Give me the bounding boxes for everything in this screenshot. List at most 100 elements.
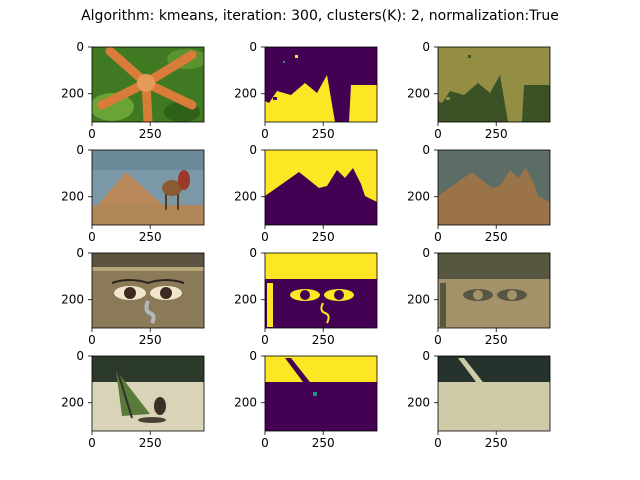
iris-region [473,290,483,300]
iris-region [334,290,344,300]
axes-frame [437,149,551,226]
eye-iris [160,287,172,299]
axes-frame [437,252,551,329]
subplot-starfish-cluster-colors: 0 250 0 200 [407,40,551,141]
y-tick-label: 200 [234,396,257,410]
axes-frame [91,252,205,329]
x-tick-label: 0 [434,436,442,450]
x-tick-label: 250 [139,436,162,450]
image-windsurfer-cluster-labels [265,356,377,431]
eyebrow [111,279,149,284]
cluster-1-region [265,356,377,382]
x-tick-label: 250 [139,127,162,141]
y-tick-label: 200 [407,396,430,410]
image-buddha-eyes-cluster-colors [438,253,550,328]
subplot-pyramid-cluster-colors: 0 250 0 200 [407,143,551,244]
cluster-1-edge [267,283,273,327]
y-tick-label: 0 [249,143,257,157]
cluster-0-region [265,47,377,122]
edge-speck [313,392,317,396]
x-tick-label: 250 [485,436,508,450]
y-tick-label: 200 [407,190,430,204]
subplot-buddha-eyes-original: 0 250 0 200 [61,246,205,347]
eyebrow [147,279,185,284]
eye-iris [124,287,136,299]
camel [162,180,182,196]
image-starfish-original [92,47,204,122]
image-buddha-eyes-cluster-labels [265,253,377,328]
subplot-pyramid-original: 0 250 0 200 [61,143,205,244]
subplot-windsurfer-cluster-colors: 0 250 0 200 [407,349,551,450]
nose-symbol [320,302,330,324]
rider [178,170,190,190]
x-tick-label: 250 [485,127,508,141]
x-tick-label: 250 [312,436,335,450]
sky-upper [92,150,204,170]
image-starfish-cluster-colors [438,47,550,122]
x-tick-label: 0 [434,333,442,347]
y-tick-label: 0 [76,349,84,363]
x-tick-label: 0 [261,436,269,450]
axes-frame [264,149,378,226]
iris-region [300,290,310,300]
x-tick-label: 250 [139,230,162,244]
iris-region [507,290,517,300]
nose-symbol [144,300,156,324]
axes-frame [437,355,551,432]
x-tick-label: 250 [312,230,335,244]
axes-frame [91,149,205,226]
desert [92,205,204,225]
image-pyramid-cluster-labels [265,150,377,225]
y-tick-label: 200 [61,87,84,101]
cluster-0-speck [273,97,277,100]
x-tick-label: 250 [312,127,335,141]
axes-frame [264,355,378,432]
x-tick-label: 250 [485,230,508,244]
cluster-1-region [438,47,550,122]
stripe [92,267,204,271]
subplot-buddha-eyes-cluster-colors: 0 250 0 200 [407,246,551,347]
y-tick-label: 200 [61,190,84,204]
image-buddha-eyes-original [92,253,204,328]
cluster-speck [283,61,285,63]
y-tick-label: 0 [249,246,257,260]
axes-frame [91,46,205,123]
cluster-0-edge [440,283,446,327]
y-tick-label: 0 [249,349,257,363]
x-tick-label: 0 [261,127,269,141]
subplot-starfish-original: 0 250 0 200 [61,40,205,141]
y-tick-label: 200 [61,396,84,410]
cluster-1-speck [295,55,298,58]
x-tick-label: 0 [88,127,96,141]
sail-region [285,358,321,398]
x-tick-label: 0 [88,230,96,244]
cluster-0-region [438,356,550,382]
axes-frame [91,355,205,432]
y-tick-label: 0 [76,246,84,260]
x-tick-label: 0 [261,230,269,244]
y-tick-label: 200 [407,87,430,101]
x-tick-label: 0 [88,436,96,450]
y-tick-label: 0 [422,246,430,260]
subplot-windsurfer-cluster-labels: 0 250 0 200 [234,349,378,450]
axes-frame [437,46,551,123]
water [92,382,204,431]
cluster-0-speck [468,55,471,58]
y-tick-label: 0 [249,40,257,54]
x-tick-label: 250 [312,333,335,347]
y-tick-label: 200 [61,293,84,307]
y-tick-label: 0 [76,143,84,157]
y-tick-label: 0 [422,40,430,54]
image-windsurfer-cluster-colors [438,356,550,431]
wall-top [92,253,204,267]
starfish-center [137,74,155,92]
figure-title: Algorithm: kmeans, iteration: 300, clust… [81,8,559,24]
x-tick-label: 250 [139,333,162,347]
subplot-starfish-cluster-labels: 0 250 0 200 [234,40,378,141]
image-pyramid-original [92,150,204,225]
cluster-1-speck [446,97,450,100]
axes-frame [264,46,378,123]
x-tick-label: 0 [434,127,442,141]
y-tick-label: 200 [407,293,430,307]
